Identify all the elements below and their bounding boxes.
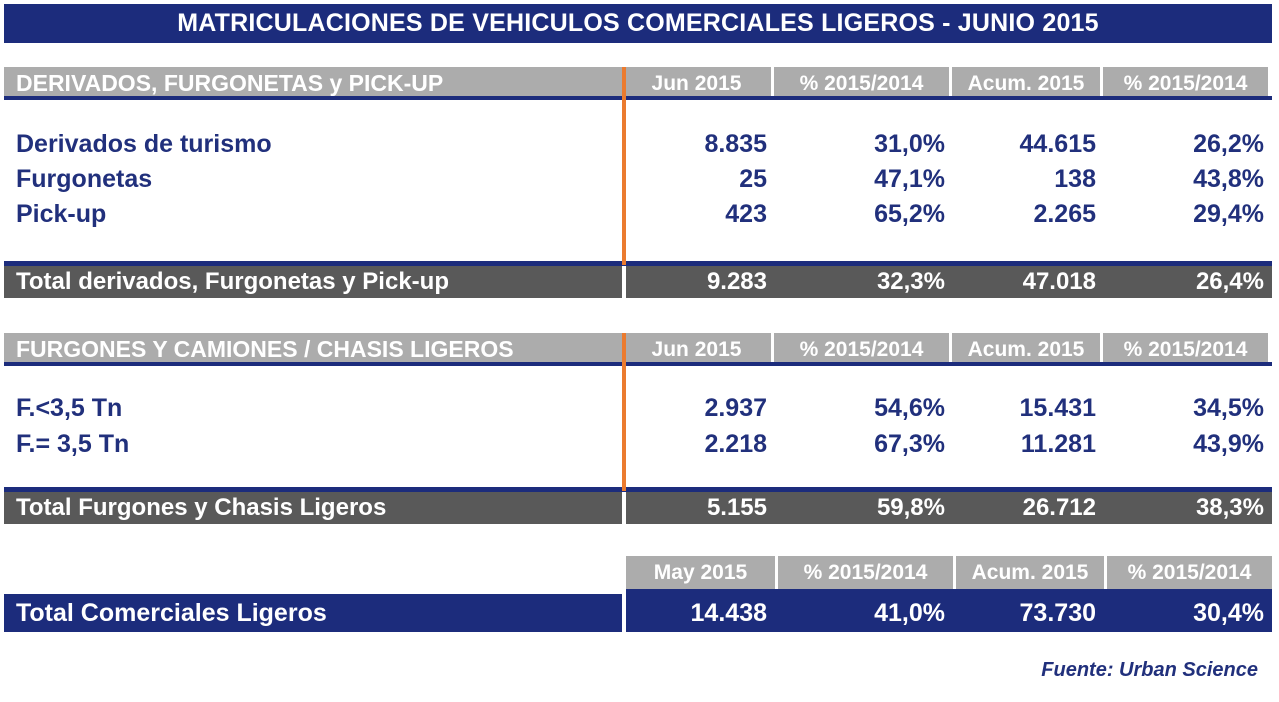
cell-acum-2015: 44.615 [1019, 130, 1096, 158]
column-header-may-2015: May 2015 [626, 556, 775, 589]
cell-pct-2015-2014: 65,2% [874, 200, 945, 228]
row-label: F.<3,5 Tn [16, 394, 123, 422]
section-header-label: FURGONES Y CAMIONES / CHASIS LIGEROS [4, 333, 622, 362]
total-pct-2015-2014: 32,3% [876, 268, 945, 295]
source-attribution: Fuente: Urban Science [1041, 659, 1258, 681]
data-rows: F.<3,5 Tn 2.937 54,6% 15.431 34,5% F.= 3… [4, 366, 1272, 487]
section-header-row: May 2015 % 2015/2014 Acum. 2015 % 2015/2… [626, 556, 1272, 594]
column-header-jun-2015: Jun 2015 [622, 67, 771, 96]
section-derivados-furgonetas-pickup: DERIVADOS, FURGONETAS y PICK-UP Jun 2015… [4, 67, 1272, 298]
table-row-f-eq-35-tn: F.= 3,5 Tn 2.218 67,3% 11.281 43,9% [4, 426, 1272, 462]
cell-jun-2015: 423 [725, 200, 767, 228]
total-label: Total Furgones y Chasis Ligeros [16, 494, 387, 521]
cell-pct-2015-2014: 67,3% [874, 430, 945, 458]
column-header-pct-acum-2015-2014: % 2015/2014 [1103, 333, 1268, 362]
total-jun-2015: 5.155 [706, 494, 767, 521]
total-pct-acum-2015-2014: 30,4% [1193, 599, 1264, 627]
total-acum-2015: 73.730 [1019, 599, 1096, 627]
row-label: Derivados de turismo [16, 130, 272, 158]
table-row-derivados-de-turismo: Derivados de turismo 8.835 31,0% 44.615 … [4, 127, 1272, 162]
total-jun-2015: 9.283 [706, 268, 767, 295]
column-header-acum-2015: Acum. 2015 [956, 556, 1104, 589]
cell-acum-2015: 15.431 [1019, 394, 1096, 422]
cell-pct-acum-2015-2014: 29,4% [1193, 200, 1264, 228]
section-header-row: DERIVADOS, FURGONETAS y PICK-UP Jun 2015… [4, 67, 1272, 100]
total-pct-2015-2014: 41,0% [874, 599, 945, 627]
total-row-comerciales-ligeros: Total Comerciales Ligeros 14.438 41,0% 7… [4, 594, 1272, 632]
column-header-pct-2015-2014: % 2015/2014 [778, 556, 953, 589]
section-total-comerciales-ligeros: May 2015 % 2015/2014 Acum. 2015 % 2015/2… [4, 556, 1272, 632]
cell-pct-2015-2014: 54,6% [874, 394, 945, 422]
total-pct-2015-2014: 59,8% [876, 494, 945, 521]
white-column-divider [622, 266, 626, 298]
total-pct-acum-2015-2014: 38,3% [1195, 494, 1264, 521]
white-column-divider [622, 492, 626, 524]
column-header-pct-2015-2014: % 2015/2014 [774, 67, 949, 96]
orange-column-divider [622, 333, 626, 491]
cell-pct-2015-2014: 31,0% [874, 130, 945, 158]
data-rows: Derivados de turismo 8.835 31,0% 44.615 … [4, 100, 1272, 261]
column-header-pct-2015-2014: % 2015/2014 [774, 333, 949, 362]
total-label: Total derivados, Furgonetas y Pick-up [16, 268, 449, 295]
orange-column-divider [622, 67, 626, 265]
cell-jun-2015: 8.835 [704, 130, 767, 158]
cell-jun-2015: 25 [739, 165, 767, 193]
cell-acum-2015: 2.265 [1033, 200, 1096, 228]
cell-pct-acum-2015-2014: 43,8% [1193, 165, 1264, 193]
section-header-row: FURGONES Y CAMIONES / CHASIS LIGEROS Jun… [4, 333, 1272, 366]
column-header-jun-2015: Jun 2015 [622, 333, 771, 362]
report-title-bar: MATRICULACIONES DE VEHICULOS COMERCIALES… [4, 4, 1272, 43]
row-label: Furgonetas [16, 165, 153, 193]
table-row-f-lt-35-tn: F.<3,5 Tn 2.937 54,6% 15.431 34,5% [4, 390, 1272, 426]
row-label: F.= 3,5 Tn [16, 430, 130, 458]
cell-pct-acum-2015-2014: 34,5% [1193, 394, 1264, 422]
column-header-acum-2015: Acum. 2015 [952, 67, 1100, 96]
cell-acum-2015: 138 [1054, 165, 1096, 193]
cell-pct-acum-2015-2014: 43,9% [1193, 430, 1264, 458]
section-header-label: DERIVADOS, FURGONETAS y PICK-UP [4, 67, 622, 96]
table-row-furgonetas: Furgonetas 25 47,1% 138 43,8% [4, 162, 1272, 197]
cell-pct-acum-2015-2014: 26,2% [1193, 130, 1264, 158]
total-row-furgones: Total Furgones y Chasis Ligeros 5.155 59… [4, 487, 1272, 524]
total-row-derivados: Total derivados, Furgonetas y Pick-up 9.… [4, 261, 1272, 298]
total-label: Total Comerciales Ligeros [16, 599, 327, 627]
cell-acum-2015: 11.281 [1020, 430, 1096, 458]
cell-jun-2015: 2.937 [704, 394, 767, 422]
column-header-pct-acum-2015-2014: % 2015/2014 [1103, 67, 1268, 96]
row-label: Pick-up [16, 200, 107, 228]
section-furgones-camiones-chasis: FURGONES Y CAMIONES / CHASIS LIGEROS Jun… [4, 333, 1272, 524]
white-column-divider [622, 594, 626, 632]
cell-jun-2015: 2.218 [704, 430, 767, 458]
column-header-acum-2015: Acum. 2015 [952, 333, 1100, 362]
report-title: MATRICULACIONES DE VEHICULOS COMERCIALES… [177, 9, 1099, 37]
table-row-pick-up: Pick-up 423 65,2% 2.265 29,4% [4, 197, 1272, 232]
total-pct-acum-2015-2014: 26,4% [1195, 268, 1264, 295]
total-acum-2015: 26.712 [1022, 494, 1096, 521]
total-may-2015: 14.438 [690, 599, 767, 627]
cell-pct-2015-2014: 47,1% [874, 165, 945, 193]
total-acum-2015: 47.018 [1022, 268, 1096, 295]
column-header-pct-acum-2015-2014: % 2015/2014 [1107, 556, 1272, 589]
